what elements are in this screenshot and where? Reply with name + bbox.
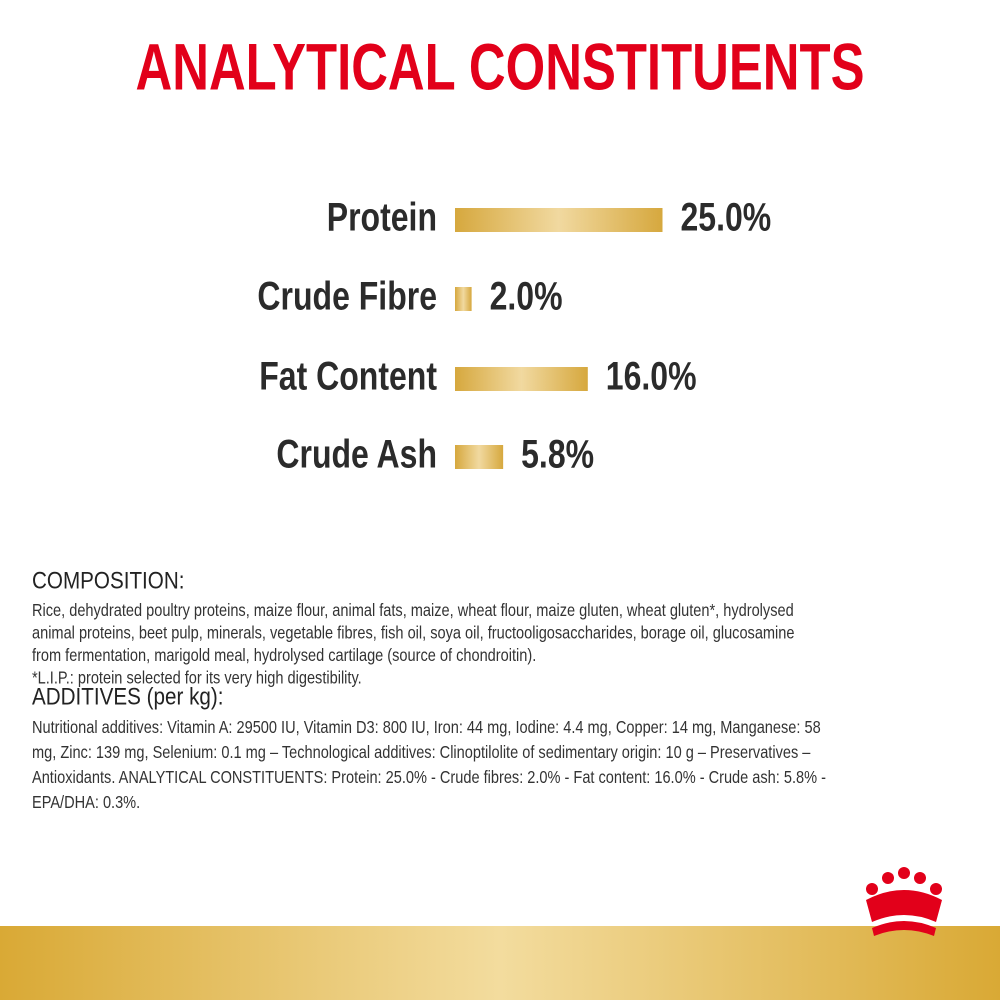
category-label: Crude Fibre bbox=[257, 273, 437, 318]
section-heading: COMPOSITION: bbox=[32, 567, 184, 594]
section-text: Antioxidants. ANALYTICAL CONSTITUENTS: P… bbox=[32, 767, 826, 787]
section-text: from fermentation, marigold meal, hydrol… bbox=[32, 645, 536, 665]
bar bbox=[455, 208, 663, 232]
category-label: Fat Content bbox=[259, 353, 437, 398]
category-label: Crude Ash bbox=[276, 431, 437, 476]
section-heading: ADDITIVES (per kg): bbox=[32, 683, 223, 710]
section-text: mg, Zinc: 139 mg, Selenium: 0.1 mg – Tec… bbox=[32, 742, 811, 762]
chart-title: ANALYTICAL CONSTITUENTS bbox=[136, 29, 865, 103]
section-text: EPA/DHA: 0.3%. bbox=[32, 792, 140, 812]
value-label: 16.0% bbox=[606, 353, 697, 398]
footer-band bbox=[0, 926, 1000, 1000]
crown-logo bbox=[866, 867, 942, 936]
section-text: *L.I.P.: protein selected for its very h… bbox=[32, 668, 362, 688]
bar bbox=[455, 445, 504, 469]
bar bbox=[455, 367, 588, 391]
value-label: 5.8% bbox=[521, 431, 594, 476]
section-text: animal proteins, beet pulp, minerals, ve… bbox=[32, 623, 794, 643]
category-label: Protein bbox=[327, 194, 437, 239]
section-text: Nutritional additives: Vitamin A: 29500 … bbox=[32, 717, 821, 737]
section-text: Rice, dehydrated poultry proteins, maize… bbox=[32, 600, 794, 620]
value-label: 2.0% bbox=[490, 273, 563, 318]
bar bbox=[455, 287, 472, 311]
value-label: 25.0% bbox=[681, 194, 772, 239]
